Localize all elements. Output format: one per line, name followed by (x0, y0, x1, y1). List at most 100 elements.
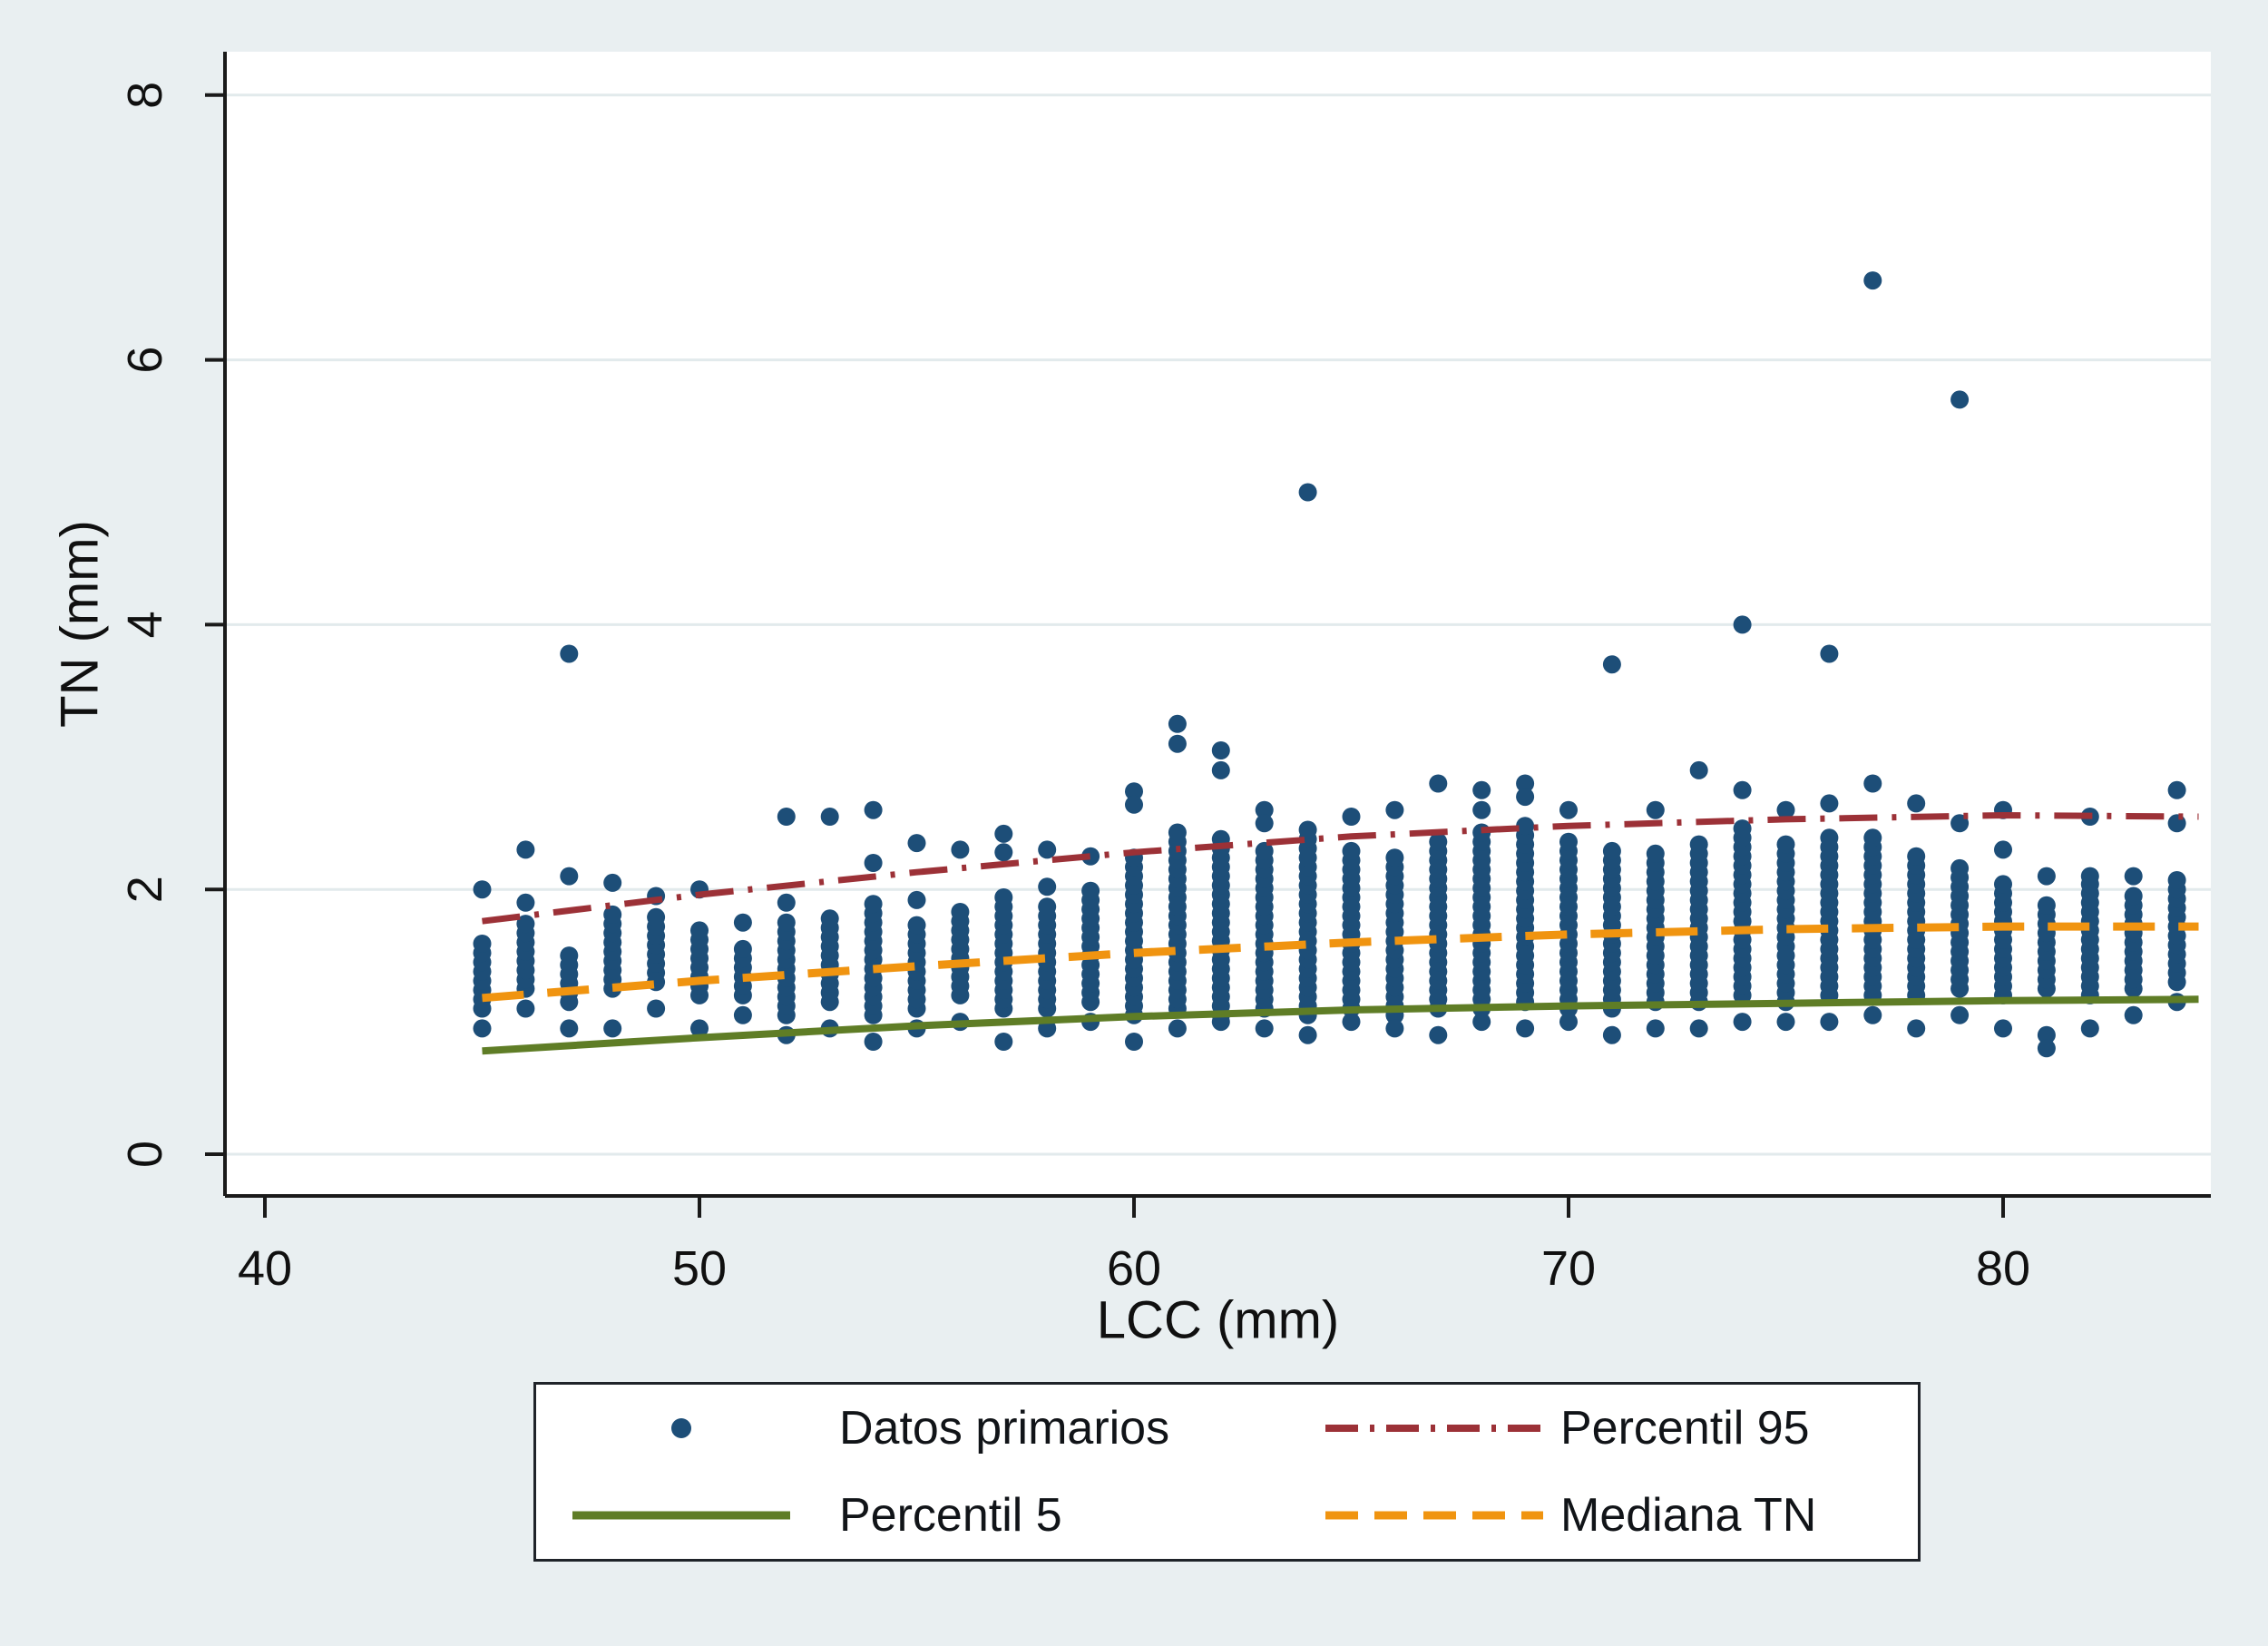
data-point (820, 808, 839, 826)
data-point (1994, 875, 2012, 894)
data-point (1385, 800, 1404, 819)
dashed-line-icon (1325, 1511, 1543, 1520)
curve-percentil-5 (482, 995, 2199, 1055)
data-point (777, 808, 796, 826)
data-point (1038, 877, 1057, 896)
data-point (2124, 887, 2143, 906)
x-tick-label-80: 80 (1976, 1241, 2030, 1296)
data-point (1863, 828, 1882, 847)
data-point (1646, 1019, 1665, 1038)
data-point (733, 1005, 752, 1024)
y-tick-label-8: 8 (118, 82, 172, 109)
data-point (1602, 1025, 1621, 1044)
data-point (1516, 774, 1535, 793)
data-point (2080, 1019, 2099, 1038)
curve-percentil-95 (482, 811, 2199, 925)
data-point (1994, 840, 2012, 859)
data-point (1950, 390, 1970, 409)
solid-line-icon (572, 1511, 790, 1520)
data-point (2037, 1025, 2056, 1044)
data-point (1733, 1013, 1752, 1032)
data-point (2124, 1005, 2143, 1024)
data-point (1168, 714, 1187, 733)
data-point (2124, 867, 2143, 886)
data-point (994, 843, 1013, 862)
data-point (473, 880, 492, 899)
dashdot-line-icon (1325, 1425, 1543, 1432)
data-point (1429, 774, 1448, 793)
data-point (1211, 741, 1230, 759)
legend-label-mediana-tn: Mediana TN (1560, 1489, 1817, 1542)
data-point (1429, 832, 1448, 851)
data-point (1472, 780, 1491, 799)
data-point (560, 946, 579, 965)
data-point (473, 935, 492, 953)
data-point (690, 1019, 709, 1038)
data-point (1776, 1013, 1795, 1032)
data-point (1472, 1013, 1491, 1032)
data-point (516, 915, 535, 934)
data-point (690, 921, 709, 940)
x-tick-label-60: 60 (1107, 1241, 1161, 1296)
legend-swatch-cell (1321, 1385, 1548, 1472)
data-point (1907, 794, 1926, 813)
data-point (647, 907, 666, 926)
data-point (473, 1019, 492, 1038)
data-point (1038, 897, 1057, 916)
data-point (1342, 841, 1361, 860)
x-tick-label-40: 40 (238, 1241, 292, 1296)
data-point (994, 824, 1013, 843)
data-point (1342, 808, 1361, 826)
data-point (1255, 800, 1274, 819)
data-point (1907, 1019, 1926, 1038)
data-point (1298, 820, 1317, 839)
data-point (2037, 867, 2056, 886)
curve-mediana-tn (482, 922, 2199, 1003)
x-tick-label-50: 50 (672, 1241, 727, 1296)
data-point (1559, 832, 1578, 851)
data-point (1081, 847, 1100, 866)
data-point (820, 909, 839, 928)
data-point (2037, 896, 2056, 915)
data-point (603, 905, 622, 924)
data-point (1646, 800, 1665, 819)
data-point (2037, 1039, 2056, 1058)
data-point (1429, 1025, 1448, 1044)
data-point (647, 999, 666, 1018)
y-axis-title: TN (mm) (51, 520, 110, 728)
data-point (1038, 840, 1057, 859)
data-point (1646, 844, 1665, 863)
data-point (1863, 271, 1882, 290)
data-point (994, 1033, 1013, 1051)
data-point (560, 644, 579, 663)
data-point (1907, 847, 1926, 866)
data-point (1559, 800, 1578, 819)
data-point (907, 916, 926, 935)
data-point (1168, 823, 1187, 842)
data-point (1516, 1019, 1535, 1038)
data-point (951, 840, 970, 859)
data-point (1559, 1013, 1578, 1032)
data-point (1125, 782, 1143, 801)
data-point (864, 800, 883, 819)
legend-swatch-cell (536, 1385, 826, 1472)
data-point (516, 999, 535, 1018)
data-point (1125, 1033, 1143, 1051)
data-point (951, 903, 970, 921)
legend-label-percentil-5: Percentil 5 (839, 1489, 1062, 1542)
data-point (733, 913, 752, 932)
data-point (864, 854, 883, 872)
data-point (560, 867, 579, 886)
data-point (1342, 1013, 1361, 1032)
y-tick-label-6: 6 (118, 347, 172, 374)
data-point (864, 895, 883, 914)
data-point (1125, 795, 1143, 814)
data-point (733, 939, 752, 958)
data-point (1820, 794, 1839, 813)
data-point (516, 893, 535, 912)
data-point (1168, 1019, 1187, 1038)
data-point (516, 840, 535, 859)
data-point (1689, 760, 1708, 779)
